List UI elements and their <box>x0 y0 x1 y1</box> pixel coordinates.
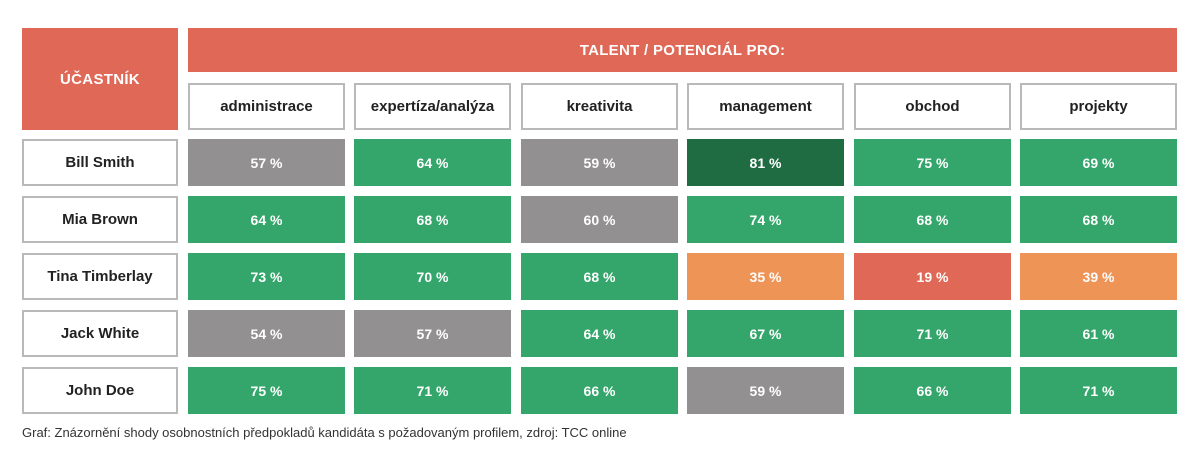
score-cell: 54 % <box>188 310 345 357</box>
score-cell: 57 % <box>354 310 511 357</box>
participant-header-label: ÚČASTNÍK <box>60 70 140 88</box>
talent-header: TALENT / POTENCIÁL PRO: <box>188 28 1177 72</box>
column-header: expertíza/analýza <box>354 83 511 130</box>
score-cell: 68 % <box>1020 196 1177 243</box>
column-header: obchod <box>854 83 1011 130</box>
score-cell: 67 % <box>687 310 844 357</box>
talent-header-label: TALENT / POTENCIÁL PRO: <box>579 41 786 59</box>
score-cell: 59 % <box>521 139 678 186</box>
score-cell: 35 % <box>687 253 844 300</box>
score-cell: 69 % <box>1020 139 1177 186</box>
column-header: management <box>687 83 844 130</box>
score-cell: 74 % <box>687 196 844 243</box>
score-cell: 81 % <box>687 139 844 186</box>
score-cell: 70 % <box>354 253 511 300</box>
score-cell: 64 % <box>354 139 511 186</box>
participant-name: Jack White <box>22 310 178 357</box>
score-cell: 66 % <box>854 367 1011 414</box>
chart-caption: Graf: Znázornění shody osobnostních před… <box>22 425 627 440</box>
score-cell: 71 % <box>354 367 511 414</box>
score-cell: 71 % <box>854 310 1011 357</box>
column-header: kreativita <box>521 83 678 130</box>
score-cell: 68 % <box>354 196 511 243</box>
participant-name: Mia Brown <box>22 196 178 243</box>
score-cell: 59 % <box>687 367 844 414</box>
participant-name: Bill Smith <box>22 139 178 186</box>
score-cell: 39 % <box>1020 253 1177 300</box>
score-cell: 61 % <box>1020 310 1177 357</box>
score-cell: 75 % <box>854 139 1011 186</box>
participant-header: ÚČASTNÍK <box>22 28 178 130</box>
score-cell: 68 % <box>521 253 678 300</box>
score-cell: 75 % <box>188 367 345 414</box>
column-header: administrace <box>188 83 345 130</box>
participant-name: John Doe <box>22 367 178 414</box>
participant-name: Tina Timberlay <box>22 253 178 300</box>
column-header: projekty <box>1020 83 1177 130</box>
score-cell: 73 % <box>188 253 345 300</box>
score-cell: 19 % <box>854 253 1011 300</box>
score-cell: 71 % <box>1020 367 1177 414</box>
score-cell: 64 % <box>188 196 345 243</box>
score-cell: 60 % <box>521 196 678 243</box>
score-cell: 57 % <box>188 139 345 186</box>
score-cell: 66 % <box>521 367 678 414</box>
score-cell: 68 % <box>854 196 1011 243</box>
score-cell: 64 % <box>521 310 678 357</box>
